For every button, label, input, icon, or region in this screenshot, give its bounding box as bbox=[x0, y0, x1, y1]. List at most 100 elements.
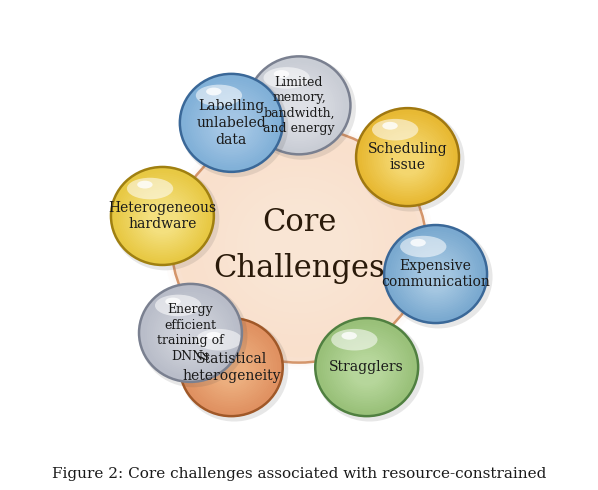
Ellipse shape bbox=[184, 78, 279, 169]
Ellipse shape bbox=[196, 334, 267, 403]
Ellipse shape bbox=[390, 231, 481, 318]
Ellipse shape bbox=[205, 344, 258, 395]
Ellipse shape bbox=[401, 244, 469, 308]
Ellipse shape bbox=[386, 227, 485, 321]
Ellipse shape bbox=[219, 172, 379, 318]
Text: Energy
efficient
training of
DNNs: Energy efficient training of DNNs bbox=[157, 303, 224, 363]
Ellipse shape bbox=[368, 121, 447, 196]
Text: Stragglers: Stragglers bbox=[329, 360, 404, 374]
Ellipse shape bbox=[124, 181, 200, 253]
Ellipse shape bbox=[356, 109, 465, 212]
Ellipse shape bbox=[332, 337, 401, 401]
Ellipse shape bbox=[323, 326, 410, 410]
Ellipse shape bbox=[199, 94, 264, 155]
Ellipse shape bbox=[356, 108, 459, 206]
Ellipse shape bbox=[396, 237, 475, 313]
Ellipse shape bbox=[279, 89, 319, 128]
Ellipse shape bbox=[280, 91, 318, 126]
Ellipse shape bbox=[190, 328, 273, 408]
Ellipse shape bbox=[164, 121, 434, 369]
Ellipse shape bbox=[197, 92, 266, 157]
Ellipse shape bbox=[209, 104, 254, 147]
Ellipse shape bbox=[341, 332, 357, 340]
Ellipse shape bbox=[143, 288, 238, 379]
Ellipse shape bbox=[413, 256, 458, 298]
Ellipse shape bbox=[243, 193, 355, 297]
Ellipse shape bbox=[176, 322, 205, 351]
Ellipse shape bbox=[111, 167, 214, 265]
Ellipse shape bbox=[139, 284, 242, 382]
Ellipse shape bbox=[316, 318, 423, 421]
Ellipse shape bbox=[405, 247, 466, 305]
Ellipse shape bbox=[273, 83, 325, 133]
Ellipse shape bbox=[358, 110, 457, 204]
Ellipse shape bbox=[276, 87, 322, 130]
Ellipse shape bbox=[385, 139, 430, 181]
Ellipse shape bbox=[151, 296, 230, 372]
Ellipse shape bbox=[264, 67, 310, 89]
Ellipse shape bbox=[352, 357, 382, 385]
Ellipse shape bbox=[129, 185, 197, 250]
Ellipse shape bbox=[237, 188, 361, 302]
Ellipse shape bbox=[215, 355, 248, 387]
Ellipse shape bbox=[196, 329, 242, 350]
Ellipse shape bbox=[334, 339, 399, 400]
Ellipse shape bbox=[197, 337, 266, 401]
Ellipse shape bbox=[327, 330, 407, 406]
Ellipse shape bbox=[319, 322, 414, 413]
Ellipse shape bbox=[348, 353, 385, 388]
Ellipse shape bbox=[398, 239, 474, 312]
Ellipse shape bbox=[184, 322, 279, 413]
Ellipse shape bbox=[201, 341, 261, 398]
Ellipse shape bbox=[249, 58, 349, 153]
Ellipse shape bbox=[140, 197, 185, 240]
Text: Challenges: Challenges bbox=[213, 253, 385, 284]
Ellipse shape bbox=[381, 135, 434, 185]
Ellipse shape bbox=[216, 357, 246, 385]
Ellipse shape bbox=[400, 236, 446, 257]
Ellipse shape bbox=[366, 118, 449, 198]
Ellipse shape bbox=[206, 88, 221, 96]
Ellipse shape bbox=[248, 57, 356, 160]
Ellipse shape bbox=[145, 290, 236, 377]
Ellipse shape bbox=[157, 302, 225, 367]
Ellipse shape bbox=[201, 96, 261, 154]
Ellipse shape bbox=[196, 90, 267, 159]
Ellipse shape bbox=[165, 297, 181, 305]
Ellipse shape bbox=[216, 113, 246, 141]
Ellipse shape bbox=[373, 126, 441, 191]
Ellipse shape bbox=[257, 67, 341, 146]
Ellipse shape bbox=[404, 245, 468, 307]
Ellipse shape bbox=[203, 98, 260, 152]
Ellipse shape bbox=[178, 133, 420, 357]
Ellipse shape bbox=[410, 239, 426, 246]
Ellipse shape bbox=[255, 65, 343, 148]
Ellipse shape bbox=[180, 74, 288, 177]
Ellipse shape bbox=[265, 74, 333, 140]
Text: Scheduling
issue: Scheduling issue bbox=[368, 142, 447, 172]
Ellipse shape bbox=[174, 320, 207, 352]
Text: Figure 2: Core challenges associated with resource-constrained: Figure 2: Core challenges associated wit… bbox=[52, 467, 546, 481]
Ellipse shape bbox=[382, 122, 398, 130]
Ellipse shape bbox=[388, 229, 483, 320]
Text: Heterogeneous
hardware: Heterogeneous hardware bbox=[108, 200, 216, 231]
Ellipse shape bbox=[259, 69, 339, 145]
Ellipse shape bbox=[231, 182, 367, 308]
Ellipse shape bbox=[282, 93, 316, 125]
Ellipse shape bbox=[185, 80, 277, 167]
Ellipse shape bbox=[271, 81, 327, 135]
Ellipse shape bbox=[210, 106, 252, 146]
Ellipse shape bbox=[251, 60, 347, 151]
Text: Core: Core bbox=[262, 207, 336, 239]
Ellipse shape bbox=[127, 178, 173, 199]
Ellipse shape bbox=[331, 329, 377, 350]
Ellipse shape bbox=[331, 334, 402, 403]
Ellipse shape bbox=[325, 328, 408, 408]
Ellipse shape bbox=[210, 351, 252, 390]
Ellipse shape bbox=[146, 203, 179, 235]
Ellipse shape bbox=[317, 320, 416, 415]
Ellipse shape bbox=[315, 318, 418, 416]
Ellipse shape bbox=[147, 292, 234, 375]
Ellipse shape bbox=[337, 341, 397, 398]
Ellipse shape bbox=[184, 138, 414, 352]
